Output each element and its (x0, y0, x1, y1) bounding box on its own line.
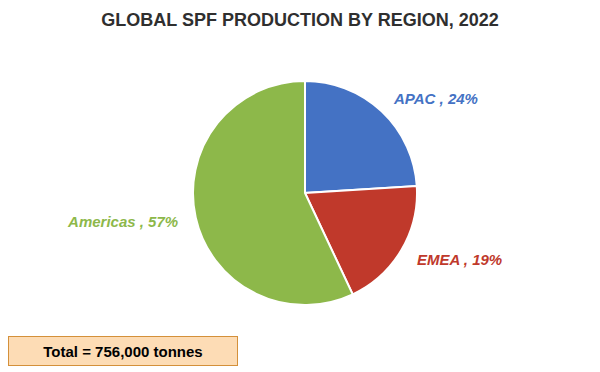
html-text:GLOBAL SPF PRODUCTION BY REGIO: GLOBAL SPF PRODUCTION BY REGION, 2022 (101, 10, 499, 30)
svg-text:EMEA , 19%: EMEA , 19% (417, 251, 502, 268)
svg-text:Americas , 57%: Americas , 57% (67, 213, 178, 230)
html-text:Total = 756,000 tonnes: Total = 756,000 tonnes (43, 342, 203, 360)
svg-text:APAC , 24%: APAC , 24% (393, 90, 478, 107)
